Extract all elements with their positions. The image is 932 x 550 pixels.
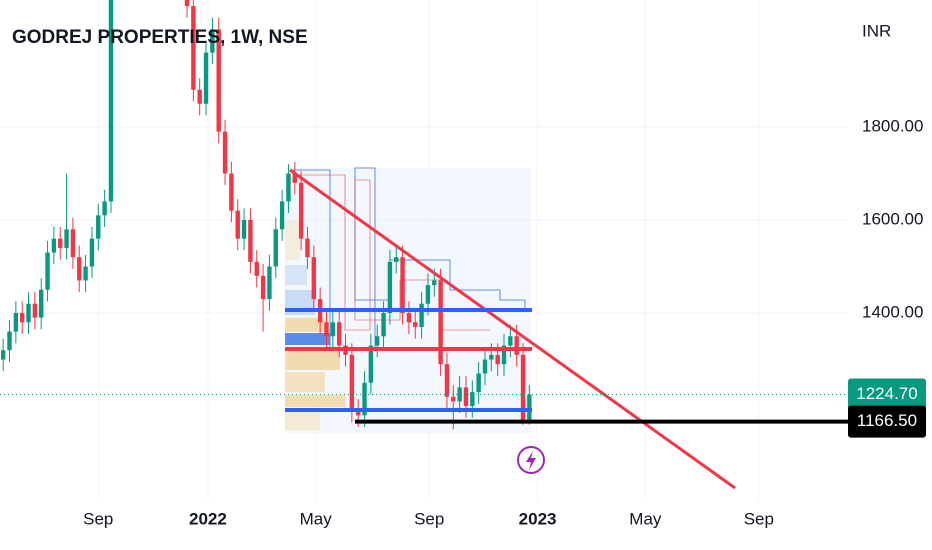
candle-body (77, 257, 82, 281)
x-tick-label: Sep (744, 509, 774, 528)
candle-body (470, 392, 475, 407)
candle-body (26, 303, 31, 323)
candle-body (210, 29, 215, 53)
candle-body (267, 266, 272, 300)
candle-body (438, 280, 443, 365)
candle-body (0, 350, 6, 360)
candle-body (51, 238, 57, 253)
candle-body (254, 261, 259, 276)
candle-body (375, 336, 380, 346)
candle-body (248, 220, 253, 262)
candle-body (45, 252, 50, 290)
x-tick-label: May (300, 509, 333, 528)
y-tick-label: 1800.00 (862, 116, 923, 135)
x-tick-label: 2023 (519, 509, 557, 528)
candle-body (305, 238, 310, 258)
price-label: 1224.70 (856, 384, 917, 403)
candle-body (514, 336, 519, 355)
candle-body (400, 257, 405, 314)
candle-body (476, 373, 481, 393)
candle-body (508, 336, 513, 346)
candle-body (32, 303, 38, 318)
candle-body (432, 280, 437, 286)
candle-body (444, 364, 450, 397)
candle-body (501, 345, 507, 365)
x-tick-label: Sep (414, 509, 444, 528)
candle-body (19, 313, 25, 323)
candle-body (102, 201, 107, 216)
candle-body (394, 257, 399, 262)
price-label-box (848, 378, 926, 411)
candle-body (387, 261, 393, 314)
candle-body (368, 345, 374, 383)
grid (0, 0, 848, 500)
candle-body (336, 322, 342, 346)
candle-body (203, 52, 209, 104)
candle-body (191, 6, 196, 90)
candle-body (13, 313, 19, 332)
candle-body (419, 303, 424, 327)
candle-body (413, 322, 418, 327)
candle-body (64, 229, 69, 248)
y-tick-label: 1400.00 (862, 303, 923, 322)
candle-body (451, 396, 456, 402)
candle-body (489, 354, 494, 360)
drawings (285, 168, 736, 490)
x-tick-label: Sep (83, 509, 113, 528)
chart-title: GODREJ PROPERTIES, 1W, NSE (12, 27, 308, 48)
candle-body (495, 354, 500, 365)
candle-body (260, 275, 266, 300)
candle-body (286, 173, 291, 202)
candle-body (457, 387, 462, 402)
price-label-box (848, 405, 926, 438)
candle-body (482, 359, 488, 374)
candle-body (229, 173, 234, 211)
candle-body (96, 215, 101, 239)
candle-body (70, 229, 76, 258)
candle-body (197, 89, 202, 104)
candle-body (330, 322, 336, 337)
candle-body (58, 238, 63, 248)
volume-profile (285, 167, 531, 433)
candle-body (184, 0, 190, 7)
candle-body (425, 285, 431, 304)
candle-body (7, 331, 12, 351)
candle-body (324, 322, 329, 337)
candle-body (463, 387, 469, 407)
y-tick-label: 1600.00 (862, 209, 923, 228)
candle-body (381, 313, 386, 337)
candle-body (355, 410, 361, 416)
candle-body (362, 382, 367, 416)
x-tick-label: May (629, 509, 662, 528)
candle-body (222, 131, 228, 174)
candle-body (108, 0, 114, 202)
candle-body (406, 313, 412, 323)
price-label: 1166.50 (857, 411, 917, 430)
candle-body (39, 289, 44, 318)
x-tick-label: 2022 (189, 509, 227, 528)
candle-body (89, 238, 95, 267)
candle-body (527, 394, 532, 420)
candle-body (298, 182, 304, 239)
candle-body (273, 229, 278, 267)
candle-body (520, 354, 526, 420)
candle-body (311, 257, 317, 300)
currency-label: INR (862, 21, 891, 40)
candle-body (292, 173, 297, 183)
candle-body (349, 354, 355, 411)
candle-body (216, 29, 221, 132)
candle-body (83, 266, 88, 281)
candle-body (241, 220, 247, 239)
candle-body (279, 201, 285, 230)
candle-body (235, 210, 240, 239)
